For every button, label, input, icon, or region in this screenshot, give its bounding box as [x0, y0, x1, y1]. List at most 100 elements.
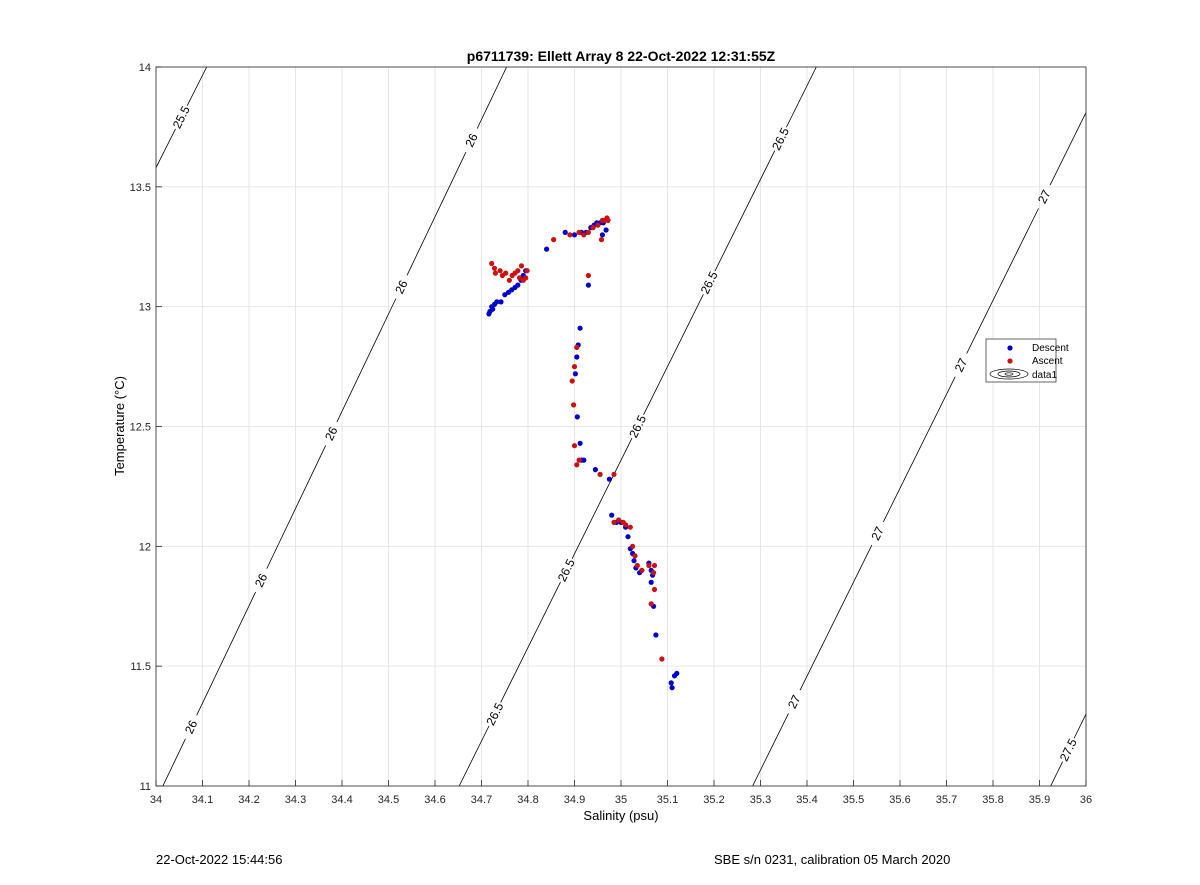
descent-point — [577, 440, 583, 446]
grid-lines — [155, 66, 1087, 787]
contour-label: 26.5 — [698, 269, 721, 296]
x-tick-label: 35.1 — [657, 794, 678, 806]
descent-point — [577, 325, 583, 331]
contour-line-26 — [196, 591, 256, 716]
ascent-point — [651, 586, 658, 593]
y-tick-label: 11 — [140, 781, 151, 793]
ascent-point — [515, 268, 521, 274]
ascent-point — [576, 229, 582, 235]
ascent-point — [598, 237, 605, 243]
contour-label: 26 — [322, 424, 341, 442]
ascent-point — [551, 237, 557, 243]
ascent-point — [571, 364, 578, 370]
x-tick-label: 35.6 — [889, 794, 910, 806]
contour-line-26.5 — [500, 581, 561, 703]
contour-line-25.5 — [156, 128, 176, 168]
y-tick-label: 14 — [139, 62, 151, 74]
ascent-point — [590, 225, 596, 231]
descent-point — [599, 232, 606, 238]
descent-point — [674, 670, 680, 677]
contour-line-27.5 — [1073, 713, 1086, 739]
contour-label: 25.5 — [170, 103, 193, 130]
ascent-point — [503, 270, 509, 276]
x-tick-label: 34.2 — [238, 794, 259, 806]
y-axis-label: Temperature (°C) — [112, 376, 127, 476]
contour-label: 26 — [182, 718, 201, 736]
x-tick-label: 34.5 — [378, 794, 399, 806]
descent-point — [574, 414, 580, 420]
descent-point — [609, 512, 615, 518]
legend-contour-icon — [989, 368, 1029, 380]
ascent-point — [574, 462, 580, 468]
ascent-point — [648, 601, 654, 607]
footer-timestamp: 22-Oct-2022 15:44:56 — [156, 852, 283, 867]
contour-line-26.5 — [458, 725, 490, 786]
legend-label-data1: data1 — [1032, 370, 1057, 381]
contour-line-26 — [476, 67, 507, 129]
x-tick-label: 35.5 — [843, 794, 864, 806]
contour-label: 26.5 — [769, 125, 792, 152]
legend-marker-descent — [1007, 345, 1013, 351]
ascent-point — [489, 260, 495, 267]
density-contour-labels: 25.5262626262626.526.526.526.526.5272727… — [170, 103, 1080, 763]
x-tick-label: 35 — [615, 794, 627, 806]
ascent-point — [567, 232, 573, 238]
contour-line-26 — [162, 738, 186, 786]
ascent-point — [523, 275, 529, 281]
ascent-point — [623, 522, 629, 528]
contour-line-27 — [752, 713, 789, 786]
contour-label: 27 — [868, 524, 887, 542]
ascent-point — [646, 562, 652, 569]
contour-line-27 — [799, 544, 873, 691]
y-tick-label: 12.5 — [130, 422, 151, 434]
x-tick-label: 34.1 — [192, 794, 213, 806]
ascent-point — [585, 229, 592, 235]
contour-line-26 — [406, 151, 467, 276]
descent-point — [515, 282, 521, 288]
ascent-point — [581, 232, 587, 238]
x-axis-label: Salinity (psu) — [583, 808, 658, 823]
density-contours — [156, 67, 1086, 786]
y-tick-label: 11.5 — [130, 661, 151, 673]
ascent-point — [659, 656, 665, 662]
ascent-point — [518, 263, 525, 269]
ascent-point — [497, 268, 503, 274]
descent-point — [603, 227, 609, 233]
descent-point — [625, 534, 631, 540]
ascent-point — [571, 402, 577, 408]
ascent-point — [569, 378, 575, 384]
chart-title: p6711739: Ellett Array 8 22-Oct-2022 12:… — [467, 48, 776, 64]
descent-point — [502, 292, 508, 298]
descent-point — [544, 246, 550, 252]
x-tick-label: 35.2 — [703, 794, 724, 806]
contour-line-27 — [883, 376, 956, 522]
contour-label: 27 — [785, 692, 804, 710]
contour-line-26.5 — [786, 67, 817, 128]
contour-label: 26 — [462, 131, 481, 149]
descent-point — [592, 467, 599, 473]
contour-line-27 — [1049, 112, 1086, 186]
ascent-point — [571, 443, 578, 449]
x-tick-label: 34.4 — [331, 794, 352, 806]
contour-label: 26 — [252, 571, 271, 589]
descent-point — [648, 579, 654, 585]
ascent-point — [651, 562, 658, 569]
descent-point — [653, 632, 659, 638]
x-tick-label: 35.3 — [750, 794, 771, 806]
legend-box — [985, 338, 1057, 383]
x-tick-label: 35.7 — [936, 794, 957, 806]
descent-point — [631, 558, 637, 564]
ascent-point — [595, 222, 601, 228]
x-tick-label: 35.4 — [796, 794, 817, 806]
x-axis-ticks: 34 34.1 34.2 34.3 34.4 34.5 34.6 34.7 34.8 34.9 35… — [150, 780, 1092, 806]
descent-point — [668, 680, 674, 686]
descent-point — [585, 282, 592, 288]
x-tick-label: 35.9 — [1029, 794, 1050, 806]
ascent-point — [491, 265, 498, 271]
contour-line-26.5 — [643, 294, 704, 416]
footer-calibration: SBE s/n 0231, calibration 05 March 2020 — [714, 852, 951, 867]
y-tick-label: 13 — [139, 302, 151, 314]
ascent-point — [585, 272, 592, 279]
contour-label: 27.5 — [1057, 736, 1080, 763]
